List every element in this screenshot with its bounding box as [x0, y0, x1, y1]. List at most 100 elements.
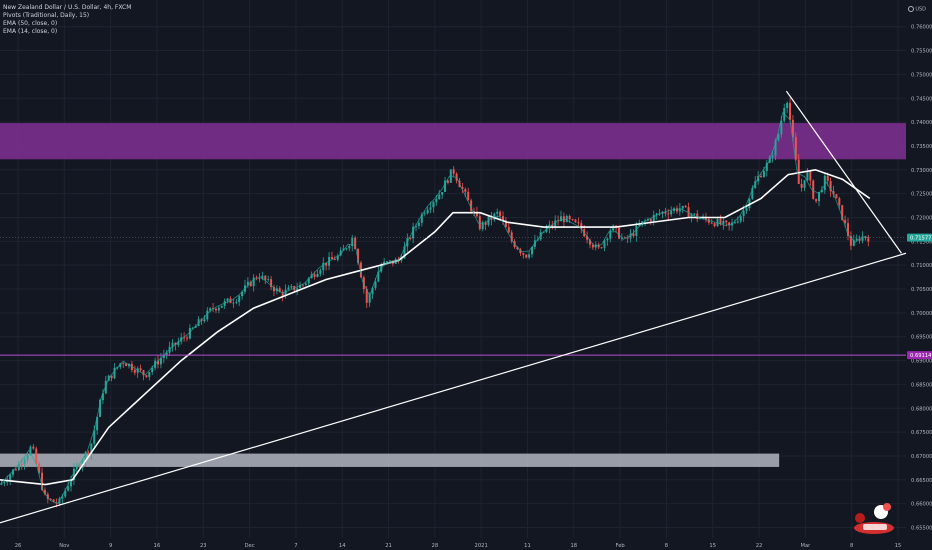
- candle-body: [820, 189, 823, 192]
- candle-body: [745, 208, 748, 211]
- candle-body: [296, 288, 299, 291]
- x-tick-label: 9: [109, 543, 112, 549]
- candle-body: [403, 246, 406, 259]
- currency-icon: [907, 6, 914, 12]
- x-tick-label: 21: [385, 543, 392, 549]
- candle-body: [597, 244, 600, 248]
- candle-body: [693, 213, 696, 215]
- x-tick-label: 11: [524, 543, 531, 549]
- candle-body: [797, 159, 800, 185]
- candle-body: [35, 448, 38, 464]
- candle-body: [812, 180, 815, 199]
- candle-body: [826, 175, 829, 181]
- candle-body: [267, 279, 270, 280]
- candle-body: [652, 214, 655, 222]
- candle-body: [299, 284, 302, 289]
- candle-body: [577, 222, 580, 224]
- x-tick-label: 15: [709, 543, 716, 549]
- candle-body: [551, 224, 554, 227]
- candle-body: [707, 219, 710, 223]
- candle-body: [162, 355, 165, 359]
- candle-body: [307, 278, 310, 284]
- candle-body: [333, 259, 336, 260]
- candle-body: [325, 262, 328, 266]
- descending-trendline[interactable]: [785, 90, 902, 254]
- indicator-ema14[interactable]: EMA (14, close, 0): [3, 28, 58, 35]
- y-tick-label: 0.72500: [911, 192, 932, 198]
- x-tick-label: Mar: [800, 543, 811, 549]
- candle-body: [722, 220, 725, 225]
- trendlines[interactable]: [0, 90, 907, 524]
- support-level-label: 0.69114: [910, 353, 932, 359]
- candle-body: [855, 238, 858, 241]
- candle-body: [87, 452, 90, 455]
- x-tick-label: 8: [850, 543, 853, 549]
- candle-body: [771, 155, 774, 158]
- candle-body: [591, 244, 594, 248]
- candle-body: [441, 192, 444, 195]
- candle-body: [780, 120, 783, 135]
- candle-body: [789, 102, 792, 120]
- candle-body: [32, 446, 35, 449]
- x-tick-label: 15: [895, 543, 902, 549]
- candle-body: [290, 286, 293, 288]
- candle-body: [357, 248, 360, 263]
- candle-body: [264, 275, 267, 280]
- candle-body: [316, 273, 319, 277]
- candle-body: [336, 255, 339, 260]
- candle-body: [330, 257, 333, 260]
- candle-body: [72, 468, 75, 481]
- candle-body: [214, 308, 217, 311]
- candle-body: [142, 370, 145, 376]
- candle-body: [678, 208, 681, 212]
- candle-body: [502, 216, 505, 221]
- indicator-ema50[interactable]: EMA (50, close, 0): [3, 20, 58, 27]
- candle-body: [699, 218, 702, 220]
- y-tick-label: 0.69500: [911, 335, 932, 341]
- y-tick-label: 0.68500: [911, 382, 932, 388]
- candle-body: [687, 207, 690, 217]
- candle-body: [319, 270, 322, 274]
- candle-body: [832, 191, 835, 195]
- candle-body: [496, 211, 499, 214]
- candle-body: [444, 180, 447, 193]
- candle-body: [571, 219, 574, 221]
- candle-body: [519, 249, 522, 254]
- candle-body: [339, 250, 342, 256]
- candle-body: [574, 219, 577, 223]
- candle-body: [632, 233, 635, 237]
- candle-body: [217, 307, 220, 311]
- candle-body: [287, 287, 290, 290]
- candle-body: [9, 474, 12, 481]
- candle-body: [52, 499, 55, 503]
- x-tick-label: 28: [432, 543, 439, 549]
- candle-body: [209, 308, 212, 311]
- candle-body: [475, 211, 478, 217]
- indicator-pivots[interactable]: Pivots (Traditional, Daily, 15): [3, 12, 90, 19]
- candle-body: [847, 223, 850, 236]
- candle-body: [786, 102, 789, 109]
- price-axis[interactable]: 0.76000 0.75500 0.75000 0.74500 0.74000 0.735…: [907, 25, 932, 532]
- ascending-trendline[interactable]: [0, 252, 907, 524]
- candle-body: [713, 223, 716, 227]
- symbol-title[interactable]: New Zealand Dollar / U.S. Dollar, 4h, FX…: [3, 4, 132, 11]
- candle-body: [794, 136, 797, 160]
- candle-body: [531, 246, 534, 255]
- candle-body: [664, 211, 667, 214]
- candle-body: [41, 472, 44, 490]
- candle-body: [281, 291, 284, 297]
- y-tick-label: 0.71500: [911, 239, 932, 245]
- time-axis[interactable]: 26 Nov 9 16 23 Dec 7 14 21 28 2021 11 18 Feb 8 15 22 Mar 8…: [15, 543, 902, 549]
- candle-body: [557, 220, 560, 222]
- candle-body: [522, 253, 525, 255]
- candle-body: [432, 202, 435, 208]
- candle-body: [739, 216, 742, 222]
- candle-body: [70, 480, 73, 487]
- candle-body: [559, 216, 562, 222]
- candle-body: [64, 490, 67, 497]
- candle-body: [148, 371, 151, 377]
- x-tick-label: 22: [756, 543, 763, 549]
- candle-body: [867, 238, 870, 242]
- y-tick-label: 0.70000: [911, 311, 932, 317]
